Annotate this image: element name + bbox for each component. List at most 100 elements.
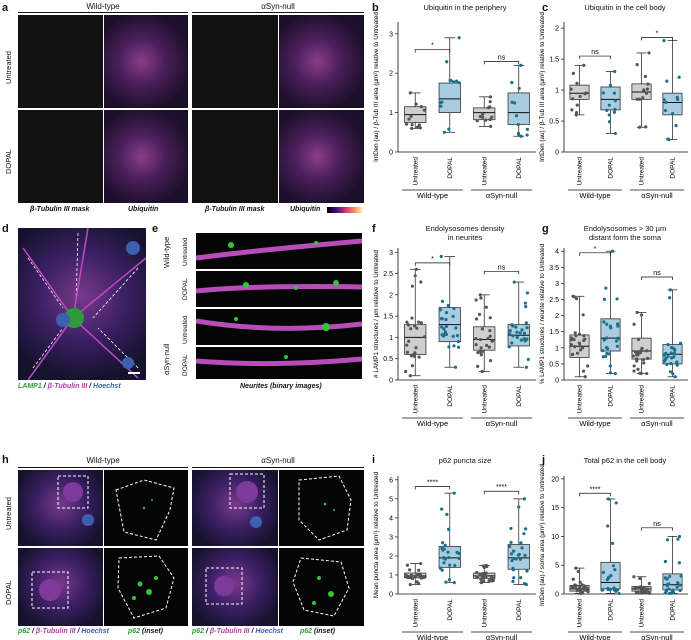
chart-f: 0 0.5 1 1.5 2 2.5 3 # LAMP1 structures / µm rel… xyxy=(373,248,536,428)
g-point xyxy=(573,345,577,349)
g-point xyxy=(665,362,669,367)
f-point xyxy=(415,326,419,330)
d-legend-tub: β-Tubulin III xyxy=(47,383,88,390)
f-point xyxy=(405,343,409,347)
j-group-label: Wild-type xyxy=(579,633,610,640)
g-point xyxy=(632,322,636,326)
c-point xyxy=(665,79,669,83)
h-legend-inset-p62-2: p62 xyxy=(300,628,313,635)
g-point xyxy=(602,320,606,324)
g-point xyxy=(606,347,610,351)
h-null-dopal-inset xyxy=(279,548,364,626)
f-ylabel: # LAMP1 structures / µm relative to Untr… xyxy=(373,250,380,378)
b-box xyxy=(507,92,530,125)
f-point xyxy=(444,324,448,329)
f-point xyxy=(477,312,482,316)
b-point xyxy=(439,104,443,108)
b-point xyxy=(488,105,492,109)
i-ytick-label: 3 xyxy=(389,534,393,541)
f-ytick-label: 1.5 xyxy=(383,314,393,321)
g-point xyxy=(581,369,586,373)
i-point xyxy=(511,566,515,570)
j-ytick-label: 15 xyxy=(551,505,559,512)
i-ytick-label: 1 xyxy=(389,572,393,579)
c-sig-bracket xyxy=(641,37,673,41)
b-point xyxy=(488,95,493,99)
i-point xyxy=(485,564,489,569)
c-point xyxy=(607,120,612,124)
g-point xyxy=(675,363,679,367)
i-point xyxy=(519,576,523,580)
f-point xyxy=(525,326,529,330)
c-point xyxy=(635,97,639,101)
b-point xyxy=(408,91,412,95)
b-title: Ubiquitin in the periphery xyxy=(423,3,507,12)
f-point xyxy=(523,301,527,305)
b-xtick-label: DOPAL xyxy=(447,157,454,179)
b-sig-bracket xyxy=(414,49,451,53)
f-point xyxy=(410,284,414,288)
g-point xyxy=(576,351,580,355)
i-point xyxy=(508,544,512,548)
j-sig-label: **** xyxy=(590,486,601,493)
b-ylabel: IntDen (au) / β-Tub III area (µm²) relat… xyxy=(373,12,380,162)
f-point xyxy=(442,327,446,331)
b-point xyxy=(422,108,426,112)
g-point xyxy=(601,355,605,359)
g-point xyxy=(615,344,619,348)
g-point xyxy=(636,337,641,342)
c-ytick-label: 1.5 xyxy=(549,57,559,64)
j-point xyxy=(584,588,588,592)
b-point xyxy=(517,133,521,137)
f-point xyxy=(410,364,414,368)
i-xtick-label: Untreated xyxy=(412,599,419,628)
h-wt-dopal-merge xyxy=(18,548,103,626)
f-point xyxy=(452,306,456,311)
j-point xyxy=(578,588,582,592)
f-point xyxy=(439,317,444,321)
j-point xyxy=(606,497,611,501)
f-point xyxy=(474,337,478,341)
j-point xyxy=(647,590,651,595)
c-box xyxy=(600,86,621,111)
b-point xyxy=(516,122,520,127)
j-point xyxy=(574,566,578,570)
c-point xyxy=(662,38,666,43)
h-legend-tub-2: β-Tubulin III xyxy=(209,628,250,635)
c-point xyxy=(677,75,681,79)
c-xtick-label: DOPAL xyxy=(670,157,677,179)
h-header-null: αSyn-null xyxy=(261,456,295,465)
b-point xyxy=(514,114,519,118)
i-point xyxy=(416,582,421,586)
c-xtick-label: Untreated xyxy=(577,157,584,186)
j-ytick-label: 10 xyxy=(551,534,559,541)
j-point xyxy=(613,568,617,572)
j-point xyxy=(678,588,682,593)
h-wt-dopal-inset xyxy=(104,548,188,626)
j-point xyxy=(665,538,670,542)
g-point xyxy=(581,313,585,317)
c-point xyxy=(637,125,642,129)
g-ylabel: % LAMP1 structures / neurite relative to… xyxy=(539,243,546,384)
g-point xyxy=(675,360,679,364)
g-xtick-label: DOPAL xyxy=(670,385,677,407)
h-header-wt: Wild-type xyxy=(86,456,120,465)
i-group-label: αSyn-null xyxy=(486,633,518,640)
g-point xyxy=(613,371,617,376)
i-point xyxy=(440,568,444,572)
i-xtick-label: DOPAL xyxy=(447,599,454,621)
j-point xyxy=(636,590,640,594)
g-point xyxy=(632,369,636,373)
f-point xyxy=(443,330,448,334)
c-point xyxy=(607,103,611,107)
g-point xyxy=(610,249,615,253)
f-point xyxy=(510,341,514,345)
j-point xyxy=(665,577,669,581)
b-point xyxy=(517,86,521,91)
j-point xyxy=(638,576,642,581)
f-point xyxy=(447,345,451,349)
c-group-label: αSyn-null xyxy=(641,191,673,200)
c-point xyxy=(641,96,645,100)
f-point xyxy=(474,298,478,302)
g-sig-bracket xyxy=(579,252,611,256)
